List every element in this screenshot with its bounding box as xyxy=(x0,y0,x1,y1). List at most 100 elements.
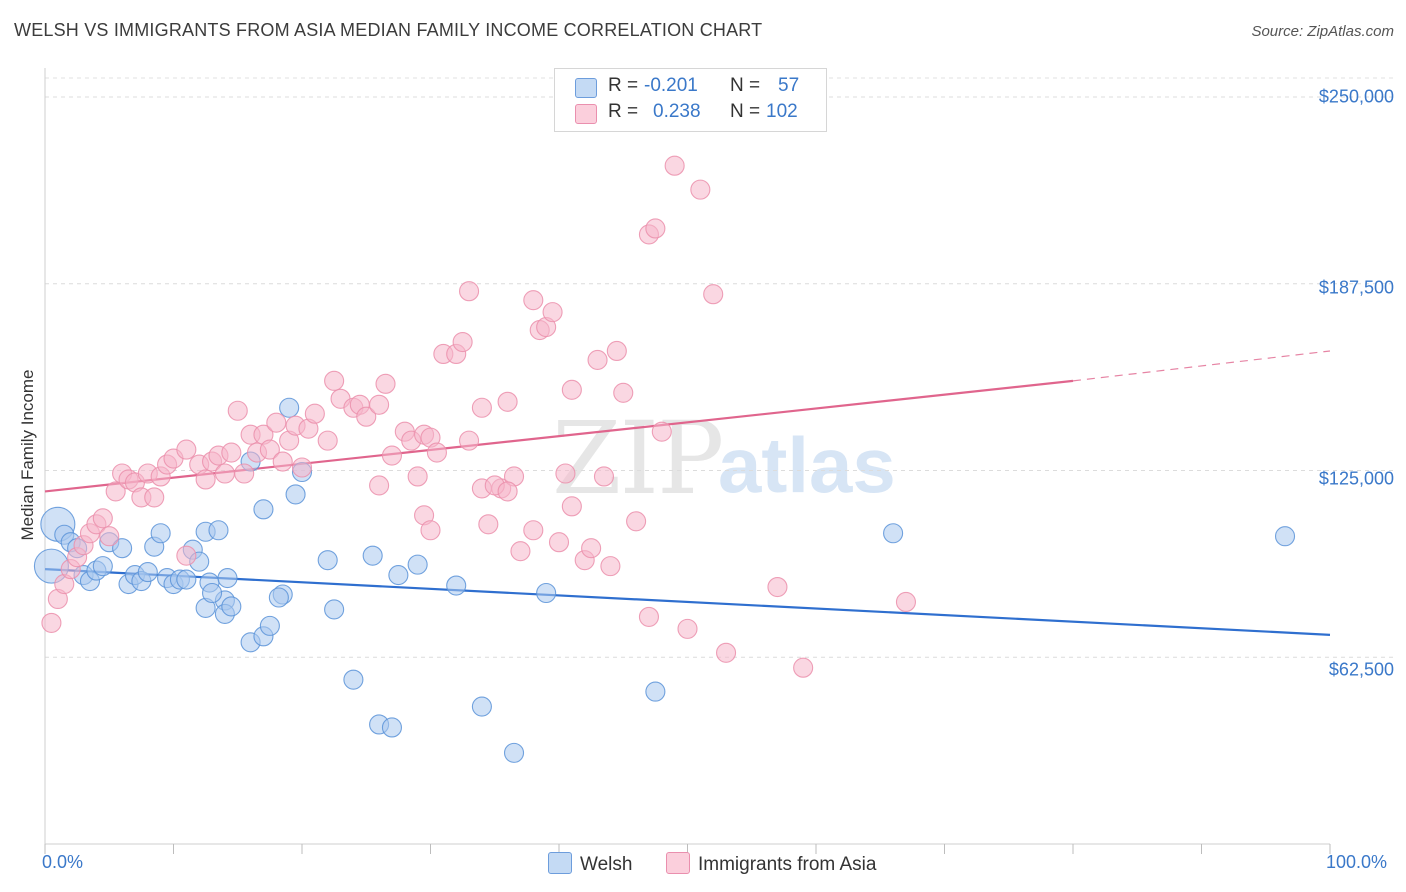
welsh-point xyxy=(285,484,306,505)
asia-points xyxy=(41,155,917,678)
welsh-n-value: 57 xyxy=(778,75,800,96)
legend-asia: Immigrants from Asia xyxy=(666,852,876,876)
welsh-point xyxy=(471,696,492,717)
asia-point xyxy=(195,469,216,490)
legend-welsh: Welsh xyxy=(548,852,632,876)
welsh-point xyxy=(381,717,403,738)
welsh-point xyxy=(253,499,274,520)
asia-trend-extension xyxy=(1072,350,1331,382)
asia-point xyxy=(895,591,917,613)
asia-point xyxy=(426,442,447,463)
asia-point xyxy=(234,463,255,484)
asia-point xyxy=(555,463,576,484)
welsh-point xyxy=(1274,526,1296,547)
asia-point xyxy=(606,340,627,362)
asia-point xyxy=(41,612,62,633)
asia-point xyxy=(144,487,165,508)
asia-point xyxy=(677,618,698,639)
asia-point xyxy=(561,496,582,517)
welsh-point xyxy=(150,523,171,544)
asia-point xyxy=(600,556,621,577)
trend-lines xyxy=(44,350,1331,636)
welsh-point xyxy=(883,523,904,544)
welsh-point xyxy=(221,596,242,617)
n-label: N = xyxy=(730,101,761,122)
asia-point xyxy=(767,576,788,598)
asia-point xyxy=(523,290,544,311)
asia-point xyxy=(690,179,711,200)
welsh-trend-line xyxy=(44,568,1331,636)
asia-point xyxy=(407,466,428,487)
asia-point xyxy=(471,397,492,418)
welsh-point xyxy=(324,599,345,620)
asia-point xyxy=(703,284,724,305)
asia-point xyxy=(381,445,403,466)
welsh-point xyxy=(202,582,223,604)
asia-r-value: 0.238 xyxy=(653,101,701,122)
asia-point xyxy=(99,526,120,547)
welsh-swatch xyxy=(575,78,597,98)
welsh-point xyxy=(536,582,557,604)
axes xyxy=(44,68,1331,854)
y-axis-label: Median Family Income xyxy=(18,369,37,541)
asia-point xyxy=(548,532,570,553)
welsh-point xyxy=(137,562,158,583)
asia-point xyxy=(317,430,338,451)
grid-lines xyxy=(45,77,1395,658)
asia-point xyxy=(793,657,814,678)
asia-point xyxy=(497,481,518,502)
asia-point xyxy=(638,606,660,627)
asia-point xyxy=(510,541,531,562)
welsh-legend-swatch xyxy=(548,852,572,874)
asia-point xyxy=(221,442,242,463)
welsh-point xyxy=(259,615,280,636)
y-tick-label: $62,500 xyxy=(1328,659,1394,680)
asia-point xyxy=(715,642,737,663)
welsh-point xyxy=(92,556,113,577)
asia-point xyxy=(664,155,685,176)
y-tick-label: $250,000 xyxy=(1318,86,1394,107)
welsh-r-value: -0.201 xyxy=(644,75,698,96)
asia-point xyxy=(458,281,480,302)
asia-point xyxy=(272,451,293,472)
asia-point xyxy=(497,391,518,412)
stats-legend: R = -0.201 N = 57 R = 0.238 N = 102 xyxy=(554,68,827,132)
welsh-legend-label: Welsh xyxy=(580,854,633,875)
chart-title: WELSH VS IMMIGRANTS FROM ASIA MEDIAN FAM… xyxy=(14,20,763,40)
asia-point xyxy=(420,520,441,541)
welsh-point xyxy=(362,545,383,566)
watermark-zip: ZIP xyxy=(552,400,724,517)
asia-point xyxy=(478,514,499,535)
asia-point xyxy=(561,379,582,400)
welsh-point xyxy=(343,669,364,690)
welsh-point xyxy=(268,587,289,608)
asia-point xyxy=(542,302,563,323)
asia-point xyxy=(458,430,480,451)
asia-point xyxy=(92,508,113,529)
asia-point xyxy=(259,439,280,460)
asia-point xyxy=(369,394,390,415)
welsh-point xyxy=(503,742,525,763)
watermark-atlas: atlas xyxy=(718,421,896,509)
x-tick-label-min: 0.0% xyxy=(42,852,84,872)
welsh-point xyxy=(208,520,229,541)
welsh-point xyxy=(279,397,300,418)
x-tick-label-max: 100.0% xyxy=(1326,852,1388,872)
welsh-point xyxy=(112,538,133,559)
asia-point xyxy=(645,218,666,239)
asia-point xyxy=(523,520,544,541)
asia-point xyxy=(581,538,602,559)
asia-point xyxy=(227,400,248,421)
welsh-point xyxy=(446,575,467,596)
y-tick-label: $187,500 xyxy=(1318,277,1394,298)
asia-point xyxy=(176,545,197,566)
welsh-point xyxy=(317,550,338,571)
y-tick-label: $125,000 xyxy=(1318,468,1394,489)
asia-point xyxy=(266,412,287,433)
asia-point xyxy=(304,403,325,424)
asia-point xyxy=(369,475,390,496)
welsh-point xyxy=(407,554,428,575)
asia-n-value: 102 xyxy=(766,101,798,122)
asia-point xyxy=(626,511,647,532)
